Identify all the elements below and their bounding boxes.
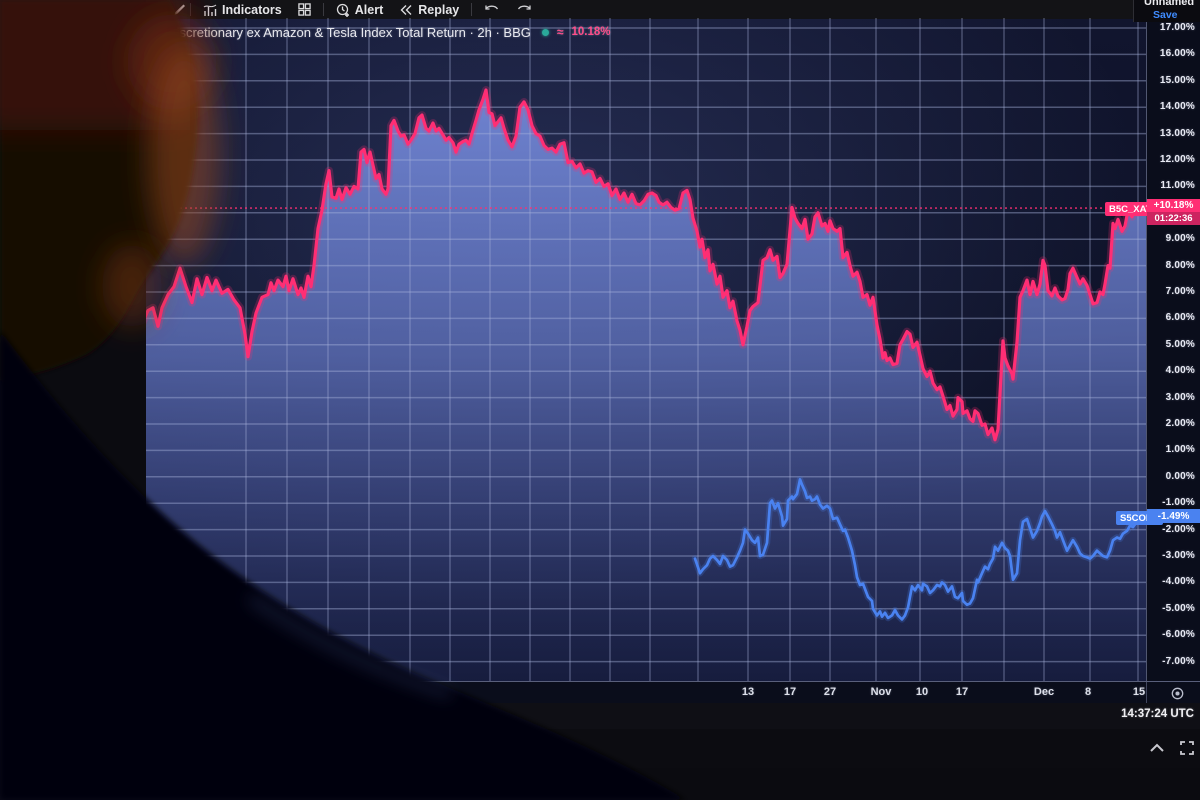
approx-symbol: ≈ <box>556 25 564 39</box>
fullscreen-icon[interactable] <box>1178 740 1196 756</box>
time-scale-label: 27 <box>823 686 837 698</box>
indicators-button[interactable]: Indicators <box>195 0 290 19</box>
time-scale-label: 15 <box>1132 686 1146 698</box>
price-scale-label: 6.00% <box>1165 312 1195 324</box>
price-scale-label: 4.00% <box>1165 365 1195 377</box>
bar-countdown: 01:22:36 <box>1147 212 1200 225</box>
series-change-value: 10.18% <box>571 26 611 38</box>
last-price-value: -1.49% <box>1147 509 1200 523</box>
price-scale-label: 7.00% <box>1165 286 1195 297</box>
layout-name[interactable]: Unnamed <box>1144 0 1195 8</box>
last-price-badge-blue: -1.49% <box>1147 509 1200 523</box>
price-scale-label: 0.00% <box>1165 470 1195 482</box>
replay-rewind-icon <box>399 3 413 17</box>
chart-toolbar: Indicators Alert Replay <box>146 0 1133 19</box>
price-scale-label: -3.00% <box>1162 550 1195 561</box>
price-scale-label: 5.00% <box>1165 338 1195 350</box>
price-scale-label: -6.00% <box>1162 629 1195 641</box>
scale-settings-icon[interactable] <box>1170 686 1185 706</box>
alert-button[interactable]: Alert <box>328 0 391 19</box>
layout-templates-button[interactable] <box>290 0 319 19</box>
toolbar-divider <box>190 3 191 16</box>
alert-label: Alert <box>354 2 384 17</box>
chevron-up-icon[interactable] <box>1148 741 1166 755</box>
last-price-value: +10.18% <box>1147 199 1200 212</box>
last-price-badge-pink: +10.18% 01:22:36 <box>1147 199 1200 225</box>
price-scale[interactable]: 17.00% 16.00% 15.00% 14.00% 13.00% 12.00% 11.0… <box>1146 0 1200 703</box>
price-scale-label: 8.00% <box>1165 259 1195 271</box>
price-scale-label: 1.00% <box>1165 444 1195 456</box>
price-scale-label: 12.00% <box>1159 154 1195 165</box>
time-scale-label: Dec <box>1033 686 1055 698</box>
price-scale-label: 16.00% <box>1159 48 1195 60</box>
indicators-icon <box>203 3 217 17</box>
chart-canvas[interactable] <box>146 18 1146 681</box>
toolbar-divider <box>471 3 473 16</box>
time-scale-label: 10 <box>915 686 929 698</box>
price-scale-label: 15.00% <box>1159 74 1195 86</box>
price-scale-label: 2.00% <box>1165 418 1195 429</box>
time-scale-label: 17 <box>783 686 797 698</box>
price-scale-label: 3.00% <box>1165 391 1195 403</box>
price-scale-label: 9.00% <box>1165 233 1195 245</box>
scale-divider <box>1146 682 1147 704</box>
alert-clock-icon <box>336 3 350 17</box>
time-scale-label: 13 <box>741 686 755 698</box>
redo-arrow-icon <box>516 3 532 16</box>
price-scale-label: 13.00% <box>1159 127 1195 139</box>
price-scale-label: -5.00% <box>1162 602 1195 614</box>
save-button[interactable]: Save <box>1153 9 1178 21</box>
bottom-corner-controls <box>1148 740 1196 756</box>
time-scale-label: Nov <box>870 686 892 698</box>
grid-squares-icon <box>298 3 311 16</box>
market-status-dot-icon <box>541 28 549 36</box>
price-scale-label: -4.00% <box>1162 576 1195 588</box>
price-scale-label: 11.00% <box>1160 180 1195 192</box>
replay-button[interactable]: Replay <box>391 0 467 19</box>
price-scale-label: -2.00% <box>1162 523 1195 535</box>
time-scale[interactable]: 13 17 27 Nov 10 17 Dec 8 15 <box>146 681 1200 704</box>
price-scale-label: 17.00% <box>1159 22 1195 33</box>
series-title: er Discretionary ex Amazon & Tesla Index… <box>152 24 531 40</box>
indicators-label: Indicators <box>222 2 282 17</box>
undo-button[interactable] <box>476 0 508 19</box>
price-scale-label: 14.00% <box>1159 101 1195 113</box>
bottom-bar <box>146 729 1200 768</box>
price-scale-label: -1.00% <box>1162 497 1195 509</box>
undo-arrow-icon <box>484 3 500 16</box>
timezone-clock[interactable]: 14:37:24 UTC <box>1121 708 1194 720</box>
redo-button[interactable] <box>508 0 540 19</box>
draw-brush-icon[interactable] <box>172 3 186 17</box>
series-legend[interactable]: er Discretionary ex Amazon & Tesla Index… <box>152 24 610 40</box>
layout-title-panel: Unnamed Save <box>1133 0 1200 22</box>
time-scale-label: 17 <box>955 686 969 698</box>
time-scale-label: 8 <box>1084 686 1092 698</box>
status-strip: 14:37:24 UTC <box>146 703 1200 729</box>
toolbar-divider <box>322 3 324 16</box>
price-scale-label: -7.00% <box>1162 655 1195 667</box>
replay-label: Replay <box>418 2 460 17</box>
